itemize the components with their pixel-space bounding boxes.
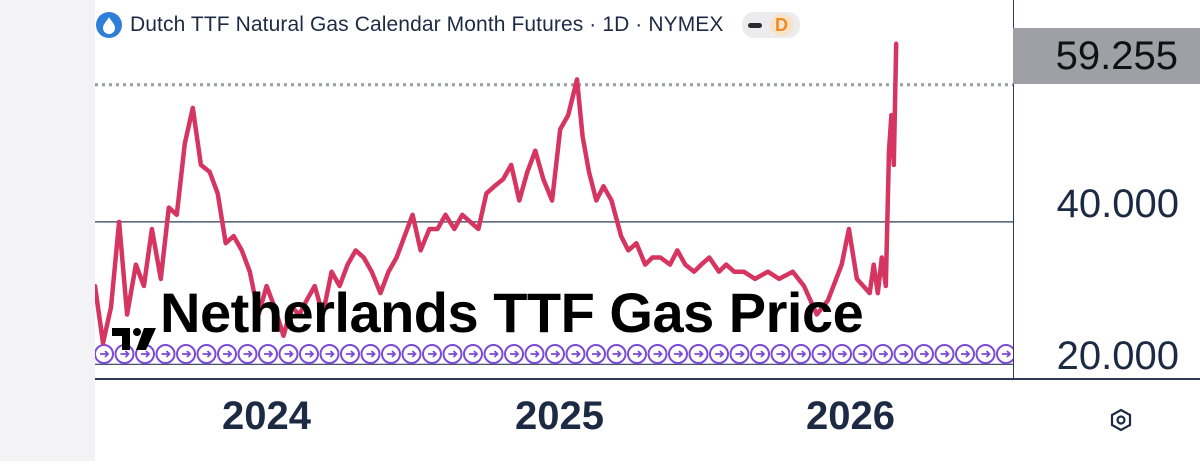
event-marker[interactable] xyxy=(586,344,606,364)
event-marker[interactable] xyxy=(996,344,1016,364)
event-marker[interactable] xyxy=(688,344,709,364)
event-marker[interactable] xyxy=(811,344,832,364)
event-marker[interactable] xyxy=(606,344,627,364)
time-axis[interactable] xyxy=(95,378,1200,463)
chart-watermark: Netherlands TTF Gas Price xyxy=(160,281,864,344)
collapse-icon[interactable] xyxy=(747,22,762,28)
event-marker[interactable] xyxy=(770,344,791,364)
event-marker[interactable] xyxy=(258,344,278,364)
event-marker[interactable] xyxy=(852,344,873,364)
event-marker[interactable] xyxy=(934,344,955,364)
event-marker[interactable] xyxy=(565,344,586,364)
data-badge[interactable]: D xyxy=(769,14,794,36)
event-marker[interactable] xyxy=(975,344,996,364)
chart-legend[interactable]: Dutch TTF Natural Gas Calendar Month Fut… xyxy=(96,8,800,42)
event-marker[interactable] xyxy=(750,344,770,364)
x-tick-label: 2025 xyxy=(515,394,604,438)
event-marker[interactable] xyxy=(647,344,668,364)
last-price-value: 59.255 xyxy=(1055,34,1178,78)
left-margin xyxy=(0,0,95,461)
tradingview-logo xyxy=(110,326,158,357)
y-tick-label: 40.000 xyxy=(1056,182,1179,226)
price-axis[interactable]: 40.000 20.000 xyxy=(1013,0,1200,380)
event-marker[interactable] xyxy=(196,344,217,364)
event-marker[interactable] xyxy=(791,344,811,364)
event-marker[interactable] xyxy=(893,344,914,364)
event-marker[interactable] xyxy=(709,344,729,364)
event-marker[interactable] xyxy=(545,344,565,364)
event-marker[interactable] xyxy=(524,344,545,364)
event-marker[interactable] xyxy=(94,344,114,364)
flame-icon xyxy=(96,12,122,38)
x-tick-label: 2024 xyxy=(222,394,311,438)
event-marker[interactable] xyxy=(914,344,934,364)
event-marker[interactable] xyxy=(176,344,196,364)
event-marker[interactable] xyxy=(319,344,340,364)
event-marker[interactable] xyxy=(217,344,237,364)
event-marker[interactable] xyxy=(873,344,893,364)
event-marker[interactable] xyxy=(360,344,381,364)
event-marker[interactable] xyxy=(832,344,852,364)
event-marker[interactable] xyxy=(155,344,176,364)
chart-pane[interactable] xyxy=(92,0,1016,461)
price-line xyxy=(92,41,899,346)
event-marker[interactable] xyxy=(422,344,442,364)
event-marker[interactable] xyxy=(463,344,483,364)
event-marker[interactable] xyxy=(627,344,647,364)
event-marker[interactable] xyxy=(483,344,504,364)
event-marker[interactable] xyxy=(278,344,299,364)
event-marker[interactable] xyxy=(668,344,688,364)
last-price-tag: 59.255 xyxy=(1013,28,1200,84)
event-marker[interactable] xyxy=(299,344,319,364)
legend-badges[interactable]: D xyxy=(741,12,800,38)
event-marker[interactable] xyxy=(340,344,360,364)
event-marker[interactable] xyxy=(729,344,750,364)
y-tick-label: 20.000 xyxy=(1056,334,1179,378)
event-marker[interactable] xyxy=(401,344,422,364)
event-marker[interactable] xyxy=(237,344,258,364)
event-marker[interactable] xyxy=(504,344,524,364)
x-tick-label: 2026 xyxy=(806,394,895,438)
settings-icon[interactable] xyxy=(1108,407,1134,438)
price-chart[interactable] xyxy=(92,0,1016,461)
symbol-title[interactable]: Dutch TTF Natural Gas Calendar Month Fut… xyxy=(130,13,724,36)
event-marker[interactable] xyxy=(381,344,401,364)
event-marker[interactable] xyxy=(955,344,975,364)
event-marker[interactable] xyxy=(442,344,463,364)
